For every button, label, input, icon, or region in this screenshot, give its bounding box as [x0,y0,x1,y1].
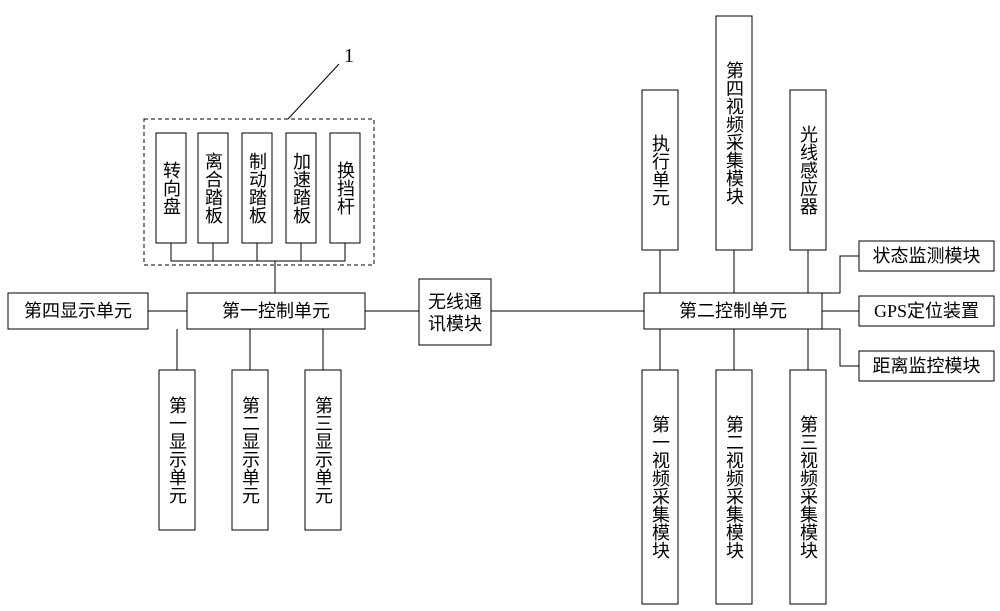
callout-line [288,64,339,119]
callout-label: 1 [344,45,354,67]
box_disp4-label: 第四显示单元 [24,301,132,321]
box_state_mon-label: 状态监测模块 [873,246,981,266]
box_exec-label: 执行单元 [650,134,670,206]
box_wireless-label-1: 无线通 [428,292,482,312]
box_wireless-label-2: 讯模块 [428,314,482,334]
box_video4-label: 第四视频采集模块 [724,61,744,205]
box_second_ctrl-label: 第二控制单元 [679,301,787,321]
box_video1-label: 第一视频采集模块 [650,415,670,559]
box_shift-label: 换挡杆 [335,161,355,215]
box_dist_mon-label: 距离监控模块 [873,356,981,376]
box_first_ctrl-label: 第一控制单元 [222,301,330,321]
box_wireless [419,279,491,345]
box_steering-label: 转向盘 [161,161,181,215]
box_disp1-label: 第一显示单元 [167,396,187,504]
diagram-canvas: 1 第一控制单元 无线通讯模块 第二控制单元 转向盘 离合踏板 制动踏板 加速踏板 换挡杆第四显… [0,0,1000,611]
box_clutch-label: 离合踏板 [203,152,223,224]
box_accel-label: 加速踏板 [291,152,311,224]
edge-15 [822,256,859,293]
box_video3-label: 第三视频采集模块 [798,415,818,559]
box_light-label: 光线感应器 [798,125,818,215]
box_disp2-label: 第二显示单元 [240,396,260,504]
edge-17 [822,329,859,366]
edge-4 [275,243,345,261]
box_gps-label: GPS定位装置 [874,301,979,321]
edge-0 [171,243,275,261]
box_brake-label: 制动踏板 [247,152,267,224]
box_video2-label: 第二视频采集模块 [724,415,744,559]
box_disp3-label: 第三显示单元 [313,396,333,504]
